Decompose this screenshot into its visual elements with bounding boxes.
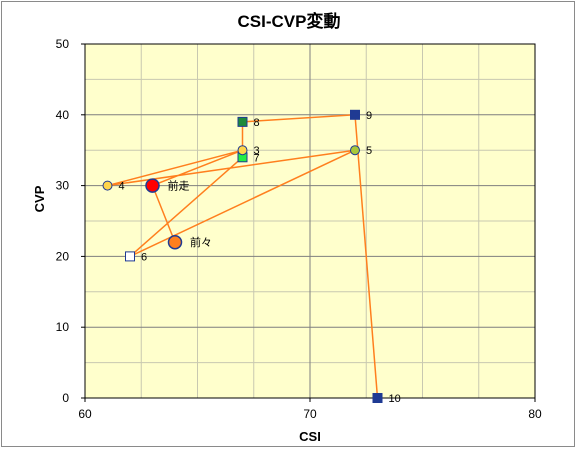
y-axis-ticks: 0 10 20 30 40 50 (56, 37, 85, 405)
point-label-3: 3 (254, 145, 260, 157)
data-markers (102, 109, 383, 403)
x-tick-label: 60 (78, 407, 92, 421)
y-tick-label: 40 (56, 108, 70, 122)
marker-8 (237, 116, 248, 127)
point-label-7: 7 (254, 152, 260, 164)
y-tick-label: 10 (56, 320, 70, 334)
point-label-10: 10 (389, 393, 401, 405)
y-axis-label: CVP (32, 185, 47, 212)
y-tick-label: 0 (62, 391, 69, 405)
x-axis-ticks: 60 70 80 (78, 398, 542, 421)
point-label-前々: 前々 (190, 235, 212, 249)
y-tick-label: 50 (56, 37, 70, 51)
x-tick-label: 80 (528, 407, 542, 421)
major-grid (85, 44, 535, 398)
marker-4 (102, 180, 113, 191)
marker-6 (125, 251, 135, 262)
marker-前走 (145, 178, 160, 193)
marker-前々 (167, 234, 183, 250)
marker-9 (350, 109, 360, 120)
marker-10 (372, 393, 383, 403)
point-label-前走: 前走 (168, 179, 190, 193)
marker-3 (237, 145, 248, 156)
y-tick-label: 20 (56, 249, 70, 263)
x-axis-label: CSI (299, 429, 321, 444)
x-tick-label: 70 (303, 407, 317, 421)
point-label-5: 5 (366, 145, 372, 157)
y-tick-label: 30 (56, 179, 70, 193)
point-label-9: 9 (366, 110, 372, 122)
series-line (107, 114, 379, 399)
point-label-6: 6 (141, 251, 147, 263)
point-label-8: 8 (254, 117, 260, 129)
point-label-4: 4 (119, 181, 125, 193)
chart-title: CSI-CVP変動 (238, 11, 341, 31)
marker-5 (350, 145, 360, 156)
